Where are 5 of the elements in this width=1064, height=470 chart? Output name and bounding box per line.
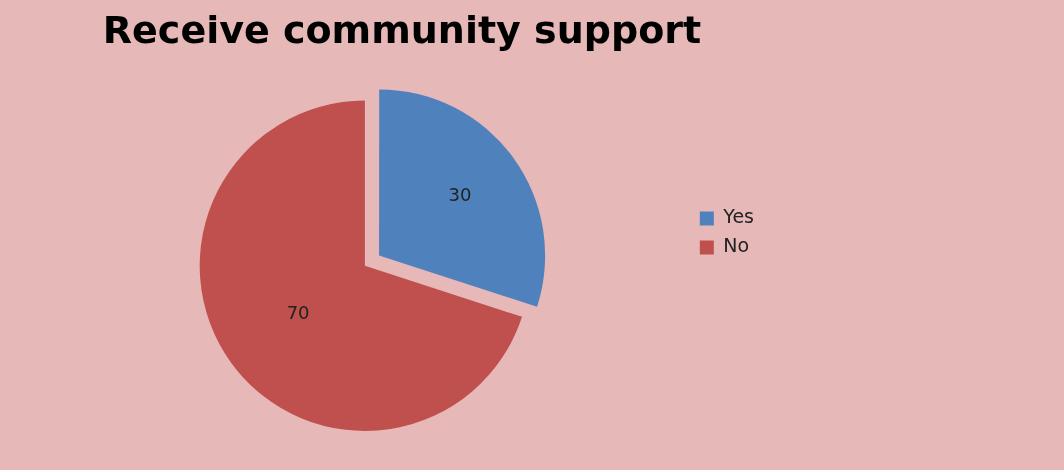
legend-label: No [723, 234, 750, 257]
data-label: 30 [448, 184, 472, 206]
legend-label: Yes [722, 205, 754, 228]
chart-title: Receive community support [102, 7, 702, 52]
data-label: 70 [286, 302, 310, 324]
